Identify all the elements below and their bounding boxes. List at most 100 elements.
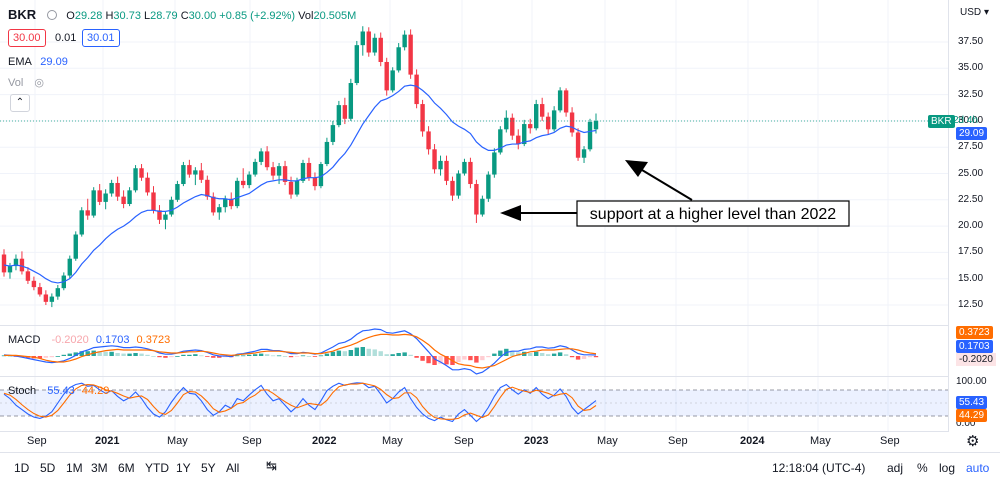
macd-bar: [139, 353, 144, 356]
macd-bar: [510, 350, 515, 356]
ask-price-box[interactable]: 30.01: [82, 29, 120, 47]
time-axis-label: Sep: [27, 435, 47, 447]
candle-body: [480, 198, 485, 215]
log-toggle[interactable]: log: [939, 461, 956, 475]
currency-label[interactable]: USD: [960, 7, 982, 18]
macd-bar: [181, 354, 186, 356]
timeframe-button-6m[interactable]: 6M: [118, 461, 135, 475]
candle-body: [450, 180, 455, 196]
macd-bar: [408, 354, 413, 356]
price-axis-label: 37.50: [958, 36, 984, 47]
macd-bar: [551, 353, 557, 356]
candle-body: [139, 168, 144, 178]
settings-gear-icon[interactable]: ⚙: [966, 433, 980, 450]
candle-body: [408, 34, 413, 75]
pane-divider-macd[interactable]: [0, 325, 948, 326]
candle-body: [575, 132, 581, 158]
candle-body: [474, 184, 479, 215]
pane-divider-stoch[interactable]: [0, 376, 948, 377]
clock[interactable]: 12:18:04 (UTC-4): [772, 461, 866, 475]
timeframe-button-5d[interactable]: 5D: [40, 461, 56, 475]
symbol-name[interactable]: BKR: [8, 7, 37, 22]
macd-bar: [276, 355, 282, 357]
candle-body: [169, 199, 174, 215]
timeframe-button-5y[interactable]: 5Y: [201, 461, 216, 475]
interval-tag: 2d 4h: [953, 115, 979, 126]
candle-body: [492, 152, 497, 175]
macd-bar: [462, 356, 467, 360]
stoch-legend[interactable]: Stoch 55.43 44.29: [8, 385, 110, 397]
candle-body: [37, 287, 43, 295]
macd-bar: [396, 353, 401, 356]
vol-legend[interactable]: Vol ◎: [8, 77, 44, 89]
macd-bar: [587, 356, 593, 358]
macd-hist-value: -0.2020: [51, 334, 89, 346]
currency-chevron-icon[interactable]: ▾: [984, 7, 990, 18]
candle-body: [432, 149, 437, 170]
candle-body: [127, 190, 132, 205]
status-dot: [47, 10, 58, 20]
macd-bar: [235, 355, 240, 357]
candle-body: [115, 182, 120, 197]
date-range-icon[interactable]: ↹: [266, 458, 277, 473]
stoch-d-value: 44.29: [81, 385, 110, 397]
candle-body: [145, 177, 150, 193]
macd-bar: [348, 350, 354, 356]
candle-body: [342, 105, 348, 119]
eye-slash-icon[interactable]: ◎: [34, 77, 44, 89]
candle-body: [31, 280, 37, 288]
candle-body: [468, 161, 473, 185]
macd-bar: [85, 351, 90, 356]
time-axis-label: Sep: [454, 435, 474, 447]
annotation-arrows[interactable]: [500, 160, 693, 221]
ema-legend[interactable]: EMA 29.09: [8, 56, 68, 68]
timeframe-button-3m[interactable]: 3M: [91, 461, 108, 475]
macd-bar: [294, 356, 300, 357]
macd-bar: [486, 356, 491, 358]
annotation-box[interactable]: [576, 200, 850, 227]
percent-toggle[interactable]: %: [917, 461, 928, 475]
macd-bar: [240, 355, 246, 357]
price-axis-label: 35.00: [958, 62, 984, 74]
candle-body: [193, 170, 198, 175]
timeframe-button-ytd[interactable]: YTD: [145, 461, 169, 475]
macd-bar: [133, 353, 138, 356]
candle-body: [49, 296, 55, 302]
price-axis-label: 12.50: [958, 299, 984, 310]
timeframe-button-1y[interactable]: 1Y: [176, 461, 191, 475]
candle-body: [288, 181, 294, 195]
ema-price-tag: 29.09: [956, 127, 988, 140]
candle-body: [199, 170, 204, 180]
price-axis-label: 20.00: [958, 220, 984, 232]
candle-body: [444, 160, 449, 181]
time-axis-label: May: [167, 435, 188, 447]
candle-body: [67, 258, 72, 276]
stoch-k-value: 55.43: [47, 385, 75, 397]
macd-bar: [109, 351, 114, 356]
timeframe-button-1m[interactable]: 1M: [66, 461, 83, 475]
macd-bar: [67, 353, 72, 356]
timeframe-button-1d[interactable]: 1D: [14, 461, 30, 475]
macd-bar: [432, 356, 437, 365]
timeframe-button-all[interactable]: All: [226, 461, 240, 475]
candle-body: [384, 61, 389, 91]
price-axis-border: [948, 0, 949, 432]
adj-toggle[interactable]: adj: [887, 461, 904, 475]
time-axis-label: 2024: [740, 435, 765, 447]
macd-bar: [258, 353, 264, 356]
stoch-axis-0: 0.00: [956, 418, 976, 429]
collapse-legend-icon[interactable]: ⌃: [10, 94, 30, 112]
candle-body: [456, 173, 461, 196]
candle-body: [504, 117, 509, 130]
candle-body: [360, 31, 365, 46]
macd-bar: [282, 356, 288, 357]
macd-bar: [581, 356, 587, 359]
candle-body: [300, 162, 306, 181]
macd-bar: [557, 352, 563, 356]
candle-body: [528, 124, 533, 129]
candle-body: [486, 174, 491, 199]
macd-legend[interactable]: MACD -0.2020 0.1703 0.3723: [8, 334, 171, 346]
bid-price-box[interactable]: 30.00: [8, 29, 46, 47]
auto-toggle[interactable]: auto: [966, 461, 990, 475]
